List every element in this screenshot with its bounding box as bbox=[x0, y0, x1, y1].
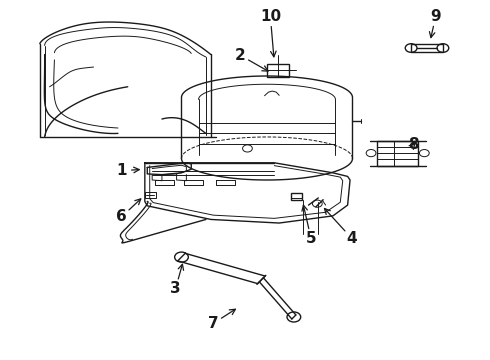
Text: 8: 8 bbox=[408, 138, 419, 152]
Bar bbox=[377, 140, 418, 166]
Text: 6: 6 bbox=[117, 209, 127, 224]
Text: 3: 3 bbox=[171, 281, 181, 296]
Bar bbox=[411, 44, 443, 51]
Text: 4: 4 bbox=[346, 231, 357, 246]
Bar bbox=[267, 64, 289, 77]
Text: 5: 5 bbox=[306, 231, 316, 246]
Text: 1: 1 bbox=[117, 163, 127, 178]
Bar bbox=[291, 193, 302, 200]
Text: 2: 2 bbox=[235, 48, 245, 63]
Bar bbox=[145, 192, 156, 198]
Text: 9: 9 bbox=[430, 9, 441, 24]
Text: 10: 10 bbox=[260, 9, 281, 24]
Text: 7: 7 bbox=[208, 316, 219, 331]
